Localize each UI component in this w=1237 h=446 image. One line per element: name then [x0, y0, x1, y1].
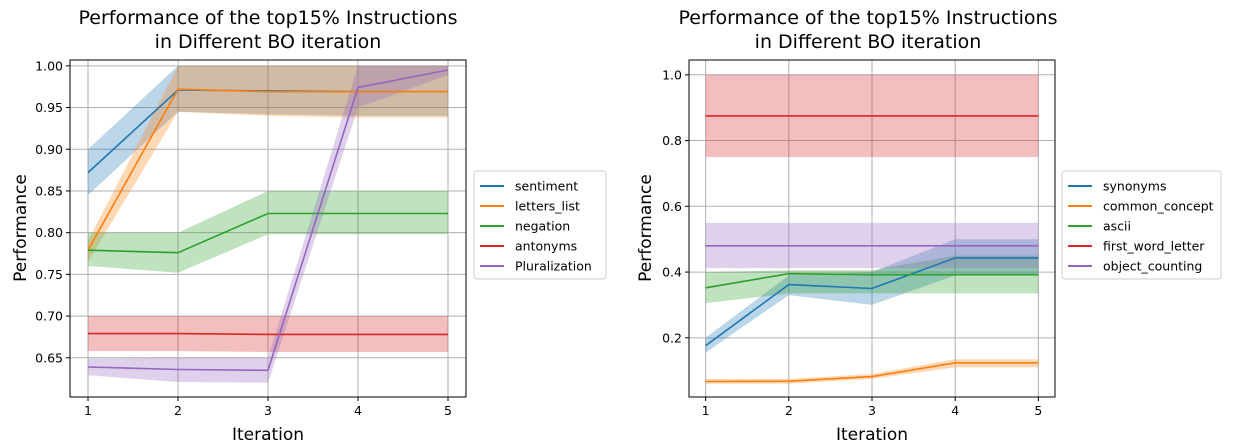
chart-left-y-tick-label: 1.00: [35, 58, 63, 73]
chart-right: Performance of the top15% Instructions i…: [636, 7, 1222, 445]
chart-right-y-tick-label: 0.6: [662, 199, 682, 214]
chart-left-line-Pluralization: [87, 69, 449, 372]
chart-left-x-tick-label: 5: [444, 403, 452, 418]
chart-left-ticks: 1 2 3 4 5 0.65 0.70 0.75 0.80 0.85 0.90 0.95 1.00: [35, 58, 452, 418]
chart-right-y-tick-label: 0.8: [662, 133, 682, 148]
chart-right-line-common_concept: [705, 361, 1039, 383]
chart-right-y-tick-label: 0.2: [662, 330, 682, 345]
chart-right-legend-label-synonyms: synonyms: [1103, 179, 1167, 194]
chart-right-line-ascii: [705, 272, 1039, 289]
chart-left-legend: sentiment letters_list negation antonyms Plu…: [473, 170, 607, 280]
chart-right-legend-box: [1061, 170, 1222, 280]
chart-right-x-tick-label: 4: [951, 403, 959, 418]
chart-left-legend-label-antonyms: antonyms: [515, 239, 577, 254]
chart-left-grid: [70, 60, 466, 397]
chart-right-x-tick-label: 1: [702, 403, 710, 418]
chart-left: Performance of the top15% Instructions i…: [11, 7, 607, 445]
chart-right-band-ascii: [705, 255, 1039, 304]
chart-left-legend-label-Pluralization: Pluralization: [515, 259, 592, 274]
chart-right-legend-label-ascii: ascii: [1103, 219, 1131, 234]
chart-right-x-tick-label: 5: [1034, 403, 1042, 418]
chart-left-y-axis-label: Performance: [11, 174, 31, 282]
chart-right-ticks: 1 2 3 4 5 0.2 0.4 0.6 0.8 1.0: [662, 67, 1042, 418]
chart-right-y-tick-label: 0.4: [662, 265, 682, 280]
chart-left-y-tick-label: 0.70: [35, 309, 63, 324]
chart-right-legend-label-object_counting: object_counting: [1103, 259, 1202, 274]
chart-left-y-tick-label: 0.95: [35, 100, 63, 115]
chart-right-lines: [705, 115, 1039, 383]
chart-right-x-axis-label: Iteration: [836, 425, 908, 445]
chart-left-line-antonyms: [88, 332, 448, 336]
chart-left-x-tick-label: 2: [174, 403, 182, 418]
chart-left-x-tick-label: 3: [264, 403, 272, 418]
chart-right-band-synonyms: [705, 239, 1039, 353]
chart-right-legend-label-first_word_letter: first_word_letter: [1103, 239, 1205, 254]
chart-left-x-axis-label: Iteration: [232, 425, 304, 445]
chart-left-title-line1: Performance of the top15% Instructions: [78, 7, 457, 29]
chart-left-x-tick-label: 1: [84, 403, 92, 418]
chart-left-title-line2: in Different BO iteration: [155, 31, 382, 53]
chart-right-line-synonyms: [705, 257, 1039, 347]
chart-right-band-common_concept: [705, 359, 1039, 384]
chart-right-legend-label-common_concept: common_concept: [1103, 199, 1214, 214]
chart-left-band-letters_list: [88, 65, 448, 262]
chart-left-lines: [87, 69, 449, 372]
chart-left-bands: [88, 65, 448, 383]
chart-left-y-tick-label: 0.75: [35, 267, 63, 282]
chart-left-legend-box: [473, 170, 607, 280]
chart-right-y-tick-label: 1.0: [662, 67, 682, 82]
chart-right-title-line1: Performance of the top15% Instructions: [678, 7, 1057, 29]
chart-left-line-negation: [87, 212, 448, 254]
chart-left-x-tick-label: 4: [354, 403, 362, 418]
chart-right-title-line2: in Different BO iteration: [755, 31, 982, 53]
chart-right-x-tick-label: 3: [868, 403, 876, 418]
chart-right-y-axis-label: Performance: [636, 174, 656, 282]
chart-left-line-letters_list: [87, 88, 448, 251]
chart-left-y-tick-label: 0.65: [35, 350, 63, 365]
chart-left-legend-label-sentiment: sentiment: [515, 179, 578, 194]
chart-left-band-sentiment: [88, 65, 448, 196]
chart-left-y-tick-label: 0.80: [35, 225, 63, 240]
chart-left-y-tick-label: 0.90: [35, 142, 63, 157]
chart-left-legend-label-letters_list: letters_list: [515, 199, 580, 214]
chart-left-y-tick-label: 0.85: [35, 183, 63, 198]
chart-right-x-tick-label: 2: [785, 403, 793, 418]
chart-left-legend-label-negation: negation: [515, 219, 570, 234]
